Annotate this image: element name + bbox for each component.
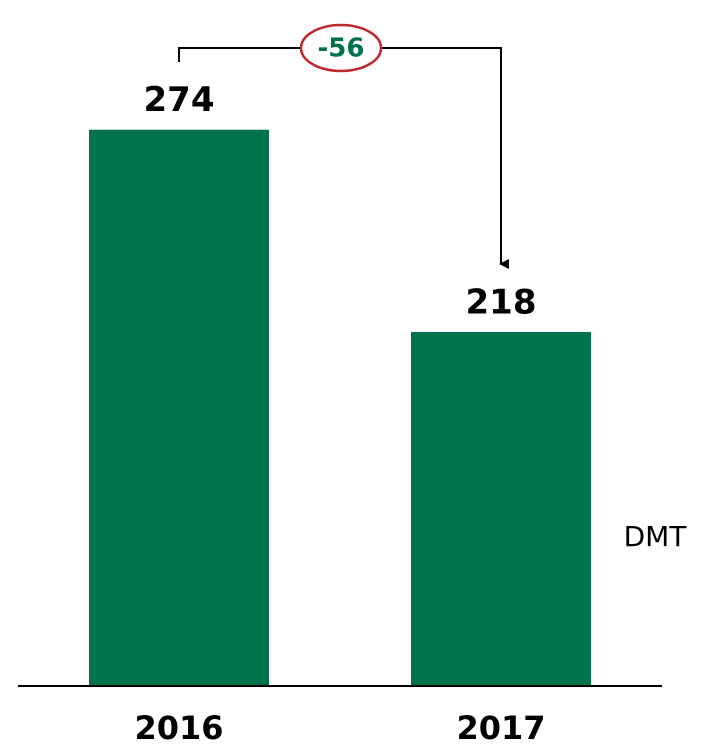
x-tick-label: 2017 <box>456 709 545 747</box>
annotation-text: -56 <box>318 34 365 64</box>
annotation-badge <box>299 23 383 73</box>
data-label: 274 <box>144 80 215 120</box>
data-label: 218 <box>466 283 537 323</box>
bar <box>89 129 269 686</box>
unit-label: DMT <box>624 520 688 553</box>
bar <box>411 332 591 686</box>
x-tick-label: 2016 <box>134 709 223 747</box>
